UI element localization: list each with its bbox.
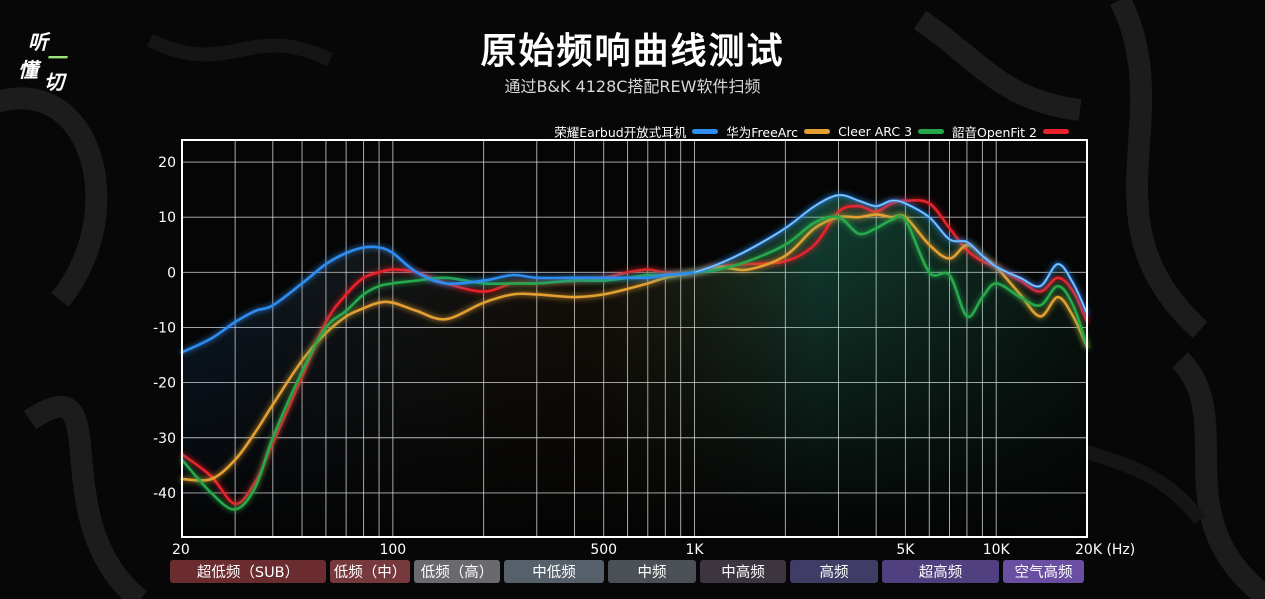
frequency-band-label: 中频 — [608, 560, 696, 583]
x-tick-label: 10K — [983, 542, 1011, 558]
frequency-band-label: 超高频 — [882, 560, 999, 583]
legend-swatch — [1043, 128, 1069, 134]
logo-char: 切 — [44, 70, 64, 94]
frequency-band-bar: 超低频（SUB） 低频（中） 低频（高） 中低频 中频 中高频 高频 超高频 空气高频 — [0, 560, 1265, 584]
logo: 听 懂 一 切 — [10, 20, 92, 96]
x-tick-label: 500 — [590, 542, 617, 558]
legend-label: 荣耀Earbud开放式耳机 — [554, 124, 687, 140]
frequency-band-label: 超低频（SUB） — [170, 560, 326, 583]
legend-label: 华为FreeArc — [726, 124, 799, 140]
x-tick-label: 1K — [685, 542, 704, 558]
x-tick-label: 20K (Hz) — [1075, 542, 1135, 558]
legend-swatch — [804, 128, 831, 134]
x-tick-label: 100 — [379, 542, 406, 558]
page-title: 原始频响曲线测试 — [480, 31, 785, 72]
x-tick-label: 20 — [172, 542, 190, 558]
legend-label: Cleer ARC 3 — [838, 123, 913, 139]
logo-char: 听 — [28, 30, 48, 54]
frequency-band-label: 中高频 — [700, 560, 786, 583]
legend-item: Cleer ARC 3 — [838, 123, 945, 139]
legend-label: 韶音OpenFit 2 — [952, 124, 1037, 140]
logo-char: 懂 — [18, 58, 38, 82]
chart-legend: 荣耀Earbud开放式耳机 华为FreeArc Cleer ARC 3 韶音OpenF… — [554, 122, 1069, 140]
frequency-band-label: 低频（高） — [414, 560, 500, 583]
y-tick-label: 0 — [167, 265, 176, 281]
series-line — [180, 199, 1089, 506]
y-tick-label: -20 — [153, 376, 176, 392]
legend-item: 华为FreeArc — [726, 122, 831, 141]
x-tick-label: 5K — [896, 542, 915, 558]
frequency-band-label: 高频 — [790, 560, 878, 583]
legend-item: 荣耀Earbud开放式耳机 — [554, 122, 719, 141]
legend-item: 韶音OpenFit 2 — [952, 122, 1069, 141]
page-subtitle: 通过B&K 4128C搭配REW软件扫频 — [504, 77, 761, 96]
y-tick-label: -40 — [153, 486, 176, 502]
frequency-band-label: 低频（中） — [330, 560, 410, 583]
legend-swatch — [918, 128, 945, 134]
y-tick-label: -10 — [153, 320, 176, 336]
y-tick-label: -30 — [153, 431, 176, 447]
frequency-band-label: 中低频 — [504, 560, 604, 583]
logo-char: 一 — [46, 46, 66, 70]
legend-swatch — [692, 128, 719, 134]
y-tick-label: 20 — [158, 155, 176, 171]
plot-frame — [181, 139, 1088, 538]
frequency-band-label: 空气高频 — [1003, 560, 1084, 583]
y-tick-label: 10 — [158, 210, 176, 226]
series-line-highlight — [694, 194, 1088, 314]
